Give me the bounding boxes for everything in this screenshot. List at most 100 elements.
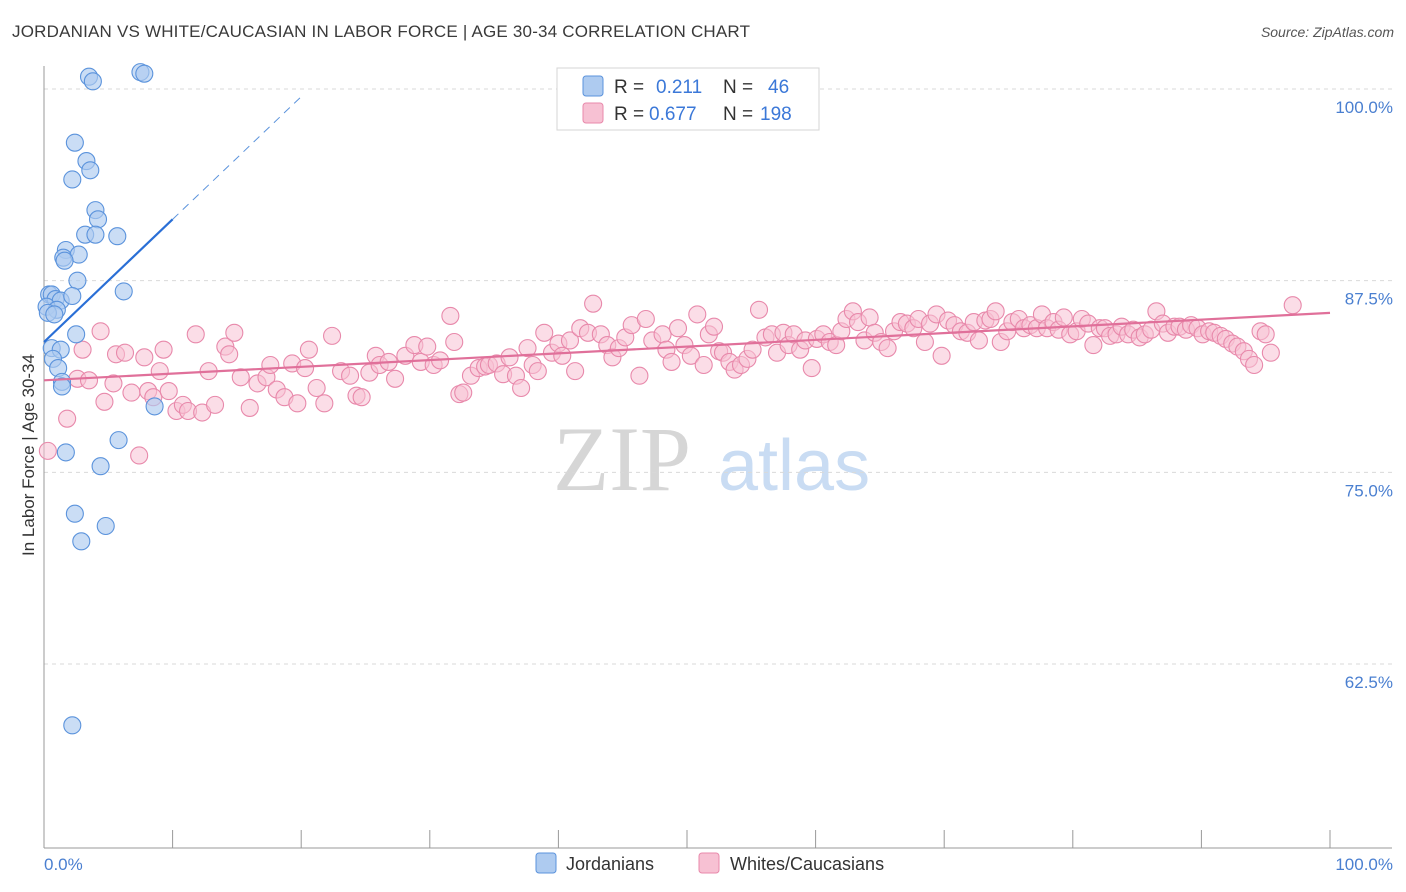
data-point-whites [299, 340, 318, 359]
data-point-whites [860, 308, 879, 327]
data-point-whites [1054, 308, 1073, 327]
data-point-whites [135, 348, 154, 367]
data-point-whites [418, 337, 437, 356]
data-point-whites [115, 343, 135, 362]
data-point-jordanians [88, 210, 108, 229]
legend-n-value-whites: 198 [760, 104, 792, 125]
legend-swatch-jordanians [582, 75, 604, 97]
data-point-whites [150, 362, 169, 381]
series-legend-label-whites: Whites/Caucasians [730, 854, 884, 874]
data-point-whites [122, 383, 141, 402]
data-point-whites [512, 378, 531, 398]
trendline-jordanians [43, 218, 174, 343]
data-point-whites [240, 398, 259, 417]
legend-r-value-jordanians: 0.211 [656, 77, 702, 98]
data-point-whites [500, 348, 519, 367]
series-legend-swatch-jordanians [535, 852, 557, 874]
data-point-whites [38, 441, 57, 460]
data-point-whites [445, 332, 464, 352]
data-point-jordanians [67, 325, 86, 344]
data-point-whites [104, 374, 123, 393]
watermark-atlas: atlas [718, 426, 870, 506]
data-point-whites [341, 366, 360, 385]
legend-r-label-jordanians: R = [614, 77, 644, 98]
data-point-whites [1261, 343, 1280, 362]
x-tick-label-min: 0.0% [44, 855, 83, 874]
trend-lines [43, 96, 1331, 382]
data-point-whites [307, 378, 326, 398]
data-point-whites [288, 394, 307, 413]
data-point-whites [518, 339, 537, 358]
data-point-whites [296, 359, 315, 378]
data-point-whites [91, 322, 110, 341]
gridlines [44, 88, 1392, 665]
legend-n-value-jordanians: 46 [768, 77, 789, 98]
data-point-whites [225, 323, 244, 342]
data-point-whites [969, 331, 988, 350]
data-point-whites [560, 331, 580, 350]
chart-title: JORDANIAN VS WHITE/CAUCASIAN IN LABOR FO… [12, 22, 751, 41]
data-point-jordanians [45, 305, 64, 324]
data-point-whites [704, 317, 724, 336]
data-point-whites [1256, 325, 1275, 344]
data-point-jordanians [81, 161, 100, 180]
data-point-jordanians [63, 170, 82, 189]
data-point-whites [743, 340, 762, 359]
data-point-jordanians [86, 225, 105, 244]
tick-labels: 62.5% 75.0% 87.5% 100.0% 0.0% 100.0% [44, 98, 1393, 874]
data-point-whites [662, 352, 681, 371]
data-point-whites [58, 409, 77, 428]
data-point-whites [159, 382, 178, 401]
data-point-whites [95, 392, 114, 411]
data-point-whites [79, 371, 99, 390]
data-point-jordanians [65, 133, 84, 152]
y-tick-label: 87.5% [1345, 290, 1393, 309]
y-axis-label: In Labor Force | Age 30-34 [19, 354, 38, 556]
data-point-whites [1245, 355, 1264, 375]
watermark-zip: ZIP [553, 408, 691, 510]
data-point-whites [205, 395, 225, 414]
data-point-whites [584, 294, 603, 313]
data-point-jordanians [65, 504, 84, 523]
y-tick-label: 62.5% [1345, 673, 1393, 692]
data-point-whites [802, 359, 821, 378]
data-point-whites [630, 366, 649, 385]
legend-r-label-whites: R = [614, 104, 644, 125]
data-point-jordanians [108, 227, 127, 246]
series-legend: Jordanians Whites/Caucasians [535, 852, 884, 874]
data-point-whites [154, 340, 173, 359]
data-point-whites [688, 305, 707, 324]
data-point-whites [220, 345, 239, 364]
y-tick-label: 75.0% [1345, 481, 1393, 500]
y-tick-label: 100.0% [1335, 98, 1393, 117]
data-point-whites [694, 355, 713, 375]
x-tick-label-max: 100.0% [1335, 855, 1393, 874]
data-point-whites [653, 325, 672, 344]
data-point-whites [986, 302, 1005, 321]
legend-swatch-whites [582, 102, 604, 124]
data-point-jordanians [68, 271, 87, 290]
data-point-jordanians [63, 716, 82, 735]
data-point-jordanians [83, 72, 102, 91]
data-point-whites [231, 368, 250, 387]
trendline-whites [43, 311, 1331, 382]
data-point-jordanians [145, 397, 164, 416]
legend-n-label-whites: N = [723, 104, 753, 125]
data-point-whites [553, 346, 572, 365]
legend-n-label-jordanians: N = [723, 77, 753, 98]
data-point-jordanians [52, 377, 72, 396]
data-point-whites [315, 394, 334, 413]
data-point-jordanians [56, 443, 75, 462]
data-point-whites [454, 383, 473, 402]
data-point-jordanians [91, 457, 110, 476]
data-point-jordanians [109, 431, 128, 450]
data-point-whites [528, 362, 547, 381]
data-point-whites [915, 332, 934, 352]
series-legend-label-jordanians: Jordanians [566, 854, 654, 874]
data-point-whites [566, 362, 585, 381]
data-point-jordanians [114, 282, 133, 301]
data-point-whites [441, 306, 460, 325]
data-point-whites [130, 446, 149, 465]
data-point-whites [352, 388, 371, 407]
